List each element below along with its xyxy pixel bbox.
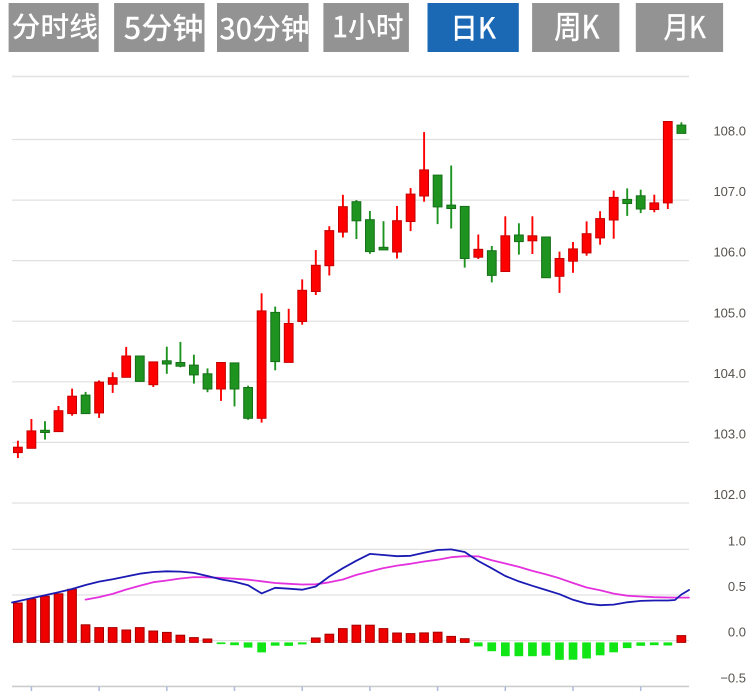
svg-text:102.0: 102.0	[713, 487, 746, 502]
svg-text:103.0: 103.0	[713, 427, 746, 442]
svg-text:106.0: 106.0	[713, 245, 746, 260]
svg-text:0.5: 0.5	[728, 579, 746, 594]
svg-text:108.0: 108.0	[713, 124, 746, 139]
svg-text:0.0: 0.0	[728, 625, 746, 640]
svg-text:105.0: 105.0	[713, 305, 746, 320]
svg-text:107.0: 107.0	[713, 184, 746, 199]
svg-text:1.0: 1.0	[728, 534, 746, 549]
svg-text:−0.5: −0.5	[720, 671, 746, 686]
svg-text:104.0: 104.0	[713, 366, 746, 381]
